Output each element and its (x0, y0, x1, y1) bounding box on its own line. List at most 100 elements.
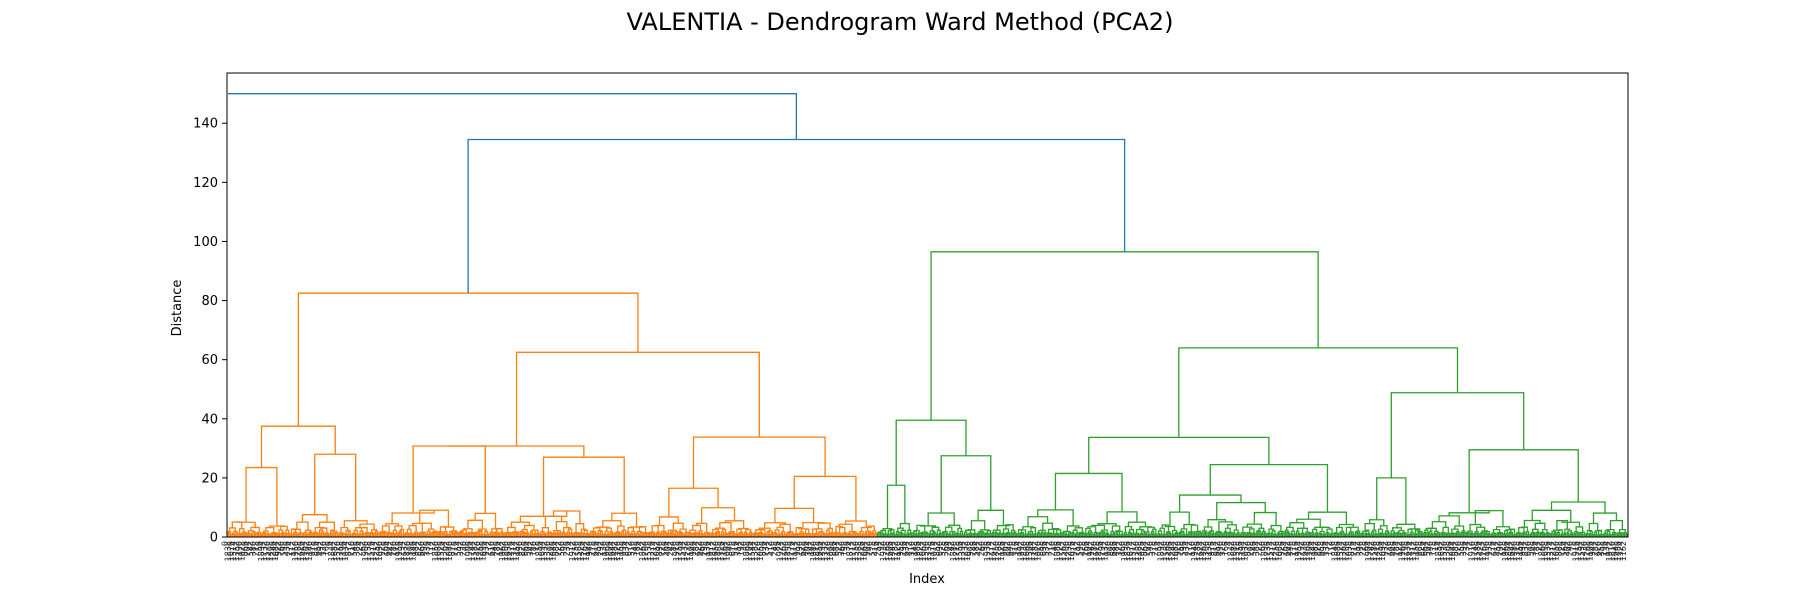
leaf-tick-label: 1100 (1482, 541, 1491, 561)
dendrogram-link-593 (1062, 532, 1065, 537)
leaf-tick-label: 560 (557, 541, 566, 556)
leaf-tick-label: 1530 (1440, 541, 1449, 561)
leaf-tick-label: 1806 (605, 541, 614, 561)
leaf-tick-label: 548 (350, 541, 359, 556)
dendrogram-link-717 (1207, 519, 1227, 527)
dendrogram-link-744 (1280, 532, 1284, 537)
dendrogram-link-832 (1401, 532, 1404, 537)
dendrogram-link-806 (1360, 533, 1364, 537)
leaf-tick-label: 1044 (1448, 541, 1457, 561)
dendrogram-link-542 (992, 531, 995, 537)
leaf-tick-label: 210 (1047, 541, 1056, 556)
leaf-tick-label: 78 (1568, 541, 1577, 551)
leaf-tick-label: 1556 (955, 541, 964, 561)
dendrogram-link-886 (1474, 531, 1479, 534)
leaf-tick-label: 54 (1154, 541, 1163, 551)
leaf-tick-label: 278 (1288, 541, 1297, 556)
dendrogram-link-389 (780, 532, 784, 537)
leaf-tick-label: 1294 (1098, 541, 1107, 561)
leaf-tick-label: 0 (221, 541, 230, 546)
leaf-tick-label: 1800 (501, 541, 510, 561)
leaf-tick-label: 908 (966, 541, 975, 556)
dendrogram-link-272 (613, 532, 617, 537)
leaf-tick-label: 198 (840, 541, 849, 556)
leaf-tick-label: 122 (1395, 541, 1404, 556)
leaf-tick-label: 978 (308, 541, 317, 556)
leaf-tick-label: 496 (1319, 541, 1328, 556)
leaf-tick-label: 442 (386, 541, 395, 556)
dendrogram-link-291 (643, 532, 646, 537)
leaf-tick-label: 36 (843, 541, 852, 551)
leaf-tick-label: 68 (462, 541, 471, 551)
dendrogram-link-538 (989, 532, 992, 537)
leaf-tick-label: 378 (1148, 541, 1157, 556)
leaf-tick-label: 1358 (336, 541, 345, 561)
leaf-tick-label: 436 (282, 541, 291, 556)
dendrogram-link-618 (1098, 532, 1102, 537)
leaf-tick-label: 872 (344, 541, 353, 556)
leaf-tick-label: 1744 (467, 541, 476, 561)
dendrogram-link-805 (1088, 436, 1270, 474)
leaf-tick-label: 1270 (683, 541, 692, 561)
dendrogram-link-822 (1387, 532, 1390, 537)
dendrogram-link-423 (830, 532, 834, 537)
leaf-tick-label: 502 (1423, 541, 1432, 556)
leaf-tick-label: 816 (310, 541, 319, 556)
leaf-tick-label: 984 (411, 541, 420, 556)
leaf-tick-label: 720 (1454, 541, 1463, 556)
y-tick-label-100: 100 (193, 235, 218, 250)
dendrogram-link-587 (1059, 532, 1062, 537)
leaf-tick-label: 1176 (927, 541, 936, 561)
leaf-tick-label: 1400 (1061, 541, 1070, 561)
leaf-tick-label: 396 (1459, 541, 1468, 556)
dendrogram-link-647 (1143, 531, 1147, 537)
leaf-tick-label: 154 (1014, 541, 1023, 556)
leaf-tick-label: 1232 (960, 541, 969, 561)
leaf-tick-label: 660 (417, 541, 426, 556)
leaf-tick-label: 1862 (638, 541, 647, 561)
dendrogram-link-348 (724, 532, 728, 537)
leaf-tick-label: 1918 (672, 541, 681, 561)
leaf-tick-label: 716 (450, 541, 459, 556)
dendrogram-link-94 (367, 532, 370, 537)
dendrogram-link-849 (1376, 477, 1407, 525)
dendrogram-link-931 (1542, 533, 1546, 537)
leaf-tick-label: 104 (1084, 541, 1093, 556)
leaf-tick-label: 1408 (266, 541, 275, 561)
dendrogram-link-575 (1038, 532, 1041, 537)
leaf-tick-label: 608 (1386, 541, 1395, 556)
dendrogram-link-850 (1423, 531, 1427, 537)
leaf-tick-label: 614 (1490, 541, 1499, 556)
dendrogram-link-244 (577, 532, 580, 537)
leaf-tick-label: 1430 (1580, 541, 1589, 561)
dendrogram-link-109 (382, 531, 386, 537)
dendrogram-link-256 (591, 532, 595, 537)
dendrogram-link-715 (1227, 524, 1237, 530)
leaf-tick-label: 1106 (1585, 541, 1594, 561)
leaf-tick-label: 1052 (652, 541, 661, 561)
y-tick-label-20: 20 (201, 471, 218, 486)
dendrogram-link-726 (1249, 528, 1255, 534)
leaf-tick-label: 852 (932, 541, 941, 556)
leaf-tick-label: 292 (596, 541, 605, 556)
dendrogram-link-548 (1003, 533, 1006, 537)
leaf-tick-label: 758 (1176, 541, 1185, 556)
leaf-tick-label: 1156 (1515, 541, 1524, 561)
leaf-tick-label: 118 (392, 541, 401, 556)
leaf-tick-label: 542 (246, 541, 255, 556)
leaf-tick-label: 124 (495, 541, 504, 556)
dendrogram-link-374 (758, 532, 761, 537)
dendrogram-link-732 (1263, 532, 1267, 537)
dendrogram-link-599 (1071, 532, 1075, 537)
dendrogram-link-824 (1379, 525, 1388, 532)
dendrogram-link-668 (1166, 531, 1171, 534)
leaf-tick-label: 1532 (540, 541, 549, 561)
leaf-tick-label: 1854 (1434, 541, 1443, 561)
leaf-tick-label: 870 (1243, 541, 1252, 556)
leaf-tick-label: 286 (492, 541, 501, 556)
dendrogram-link-43 (245, 466, 278, 526)
dendrogram-link-307 (664, 532, 667, 537)
dendrogram-link-652 (1150, 533, 1154, 537)
y-tick-label-120: 120 (193, 176, 218, 191)
dendrogram-link-448 (864, 531, 868, 537)
